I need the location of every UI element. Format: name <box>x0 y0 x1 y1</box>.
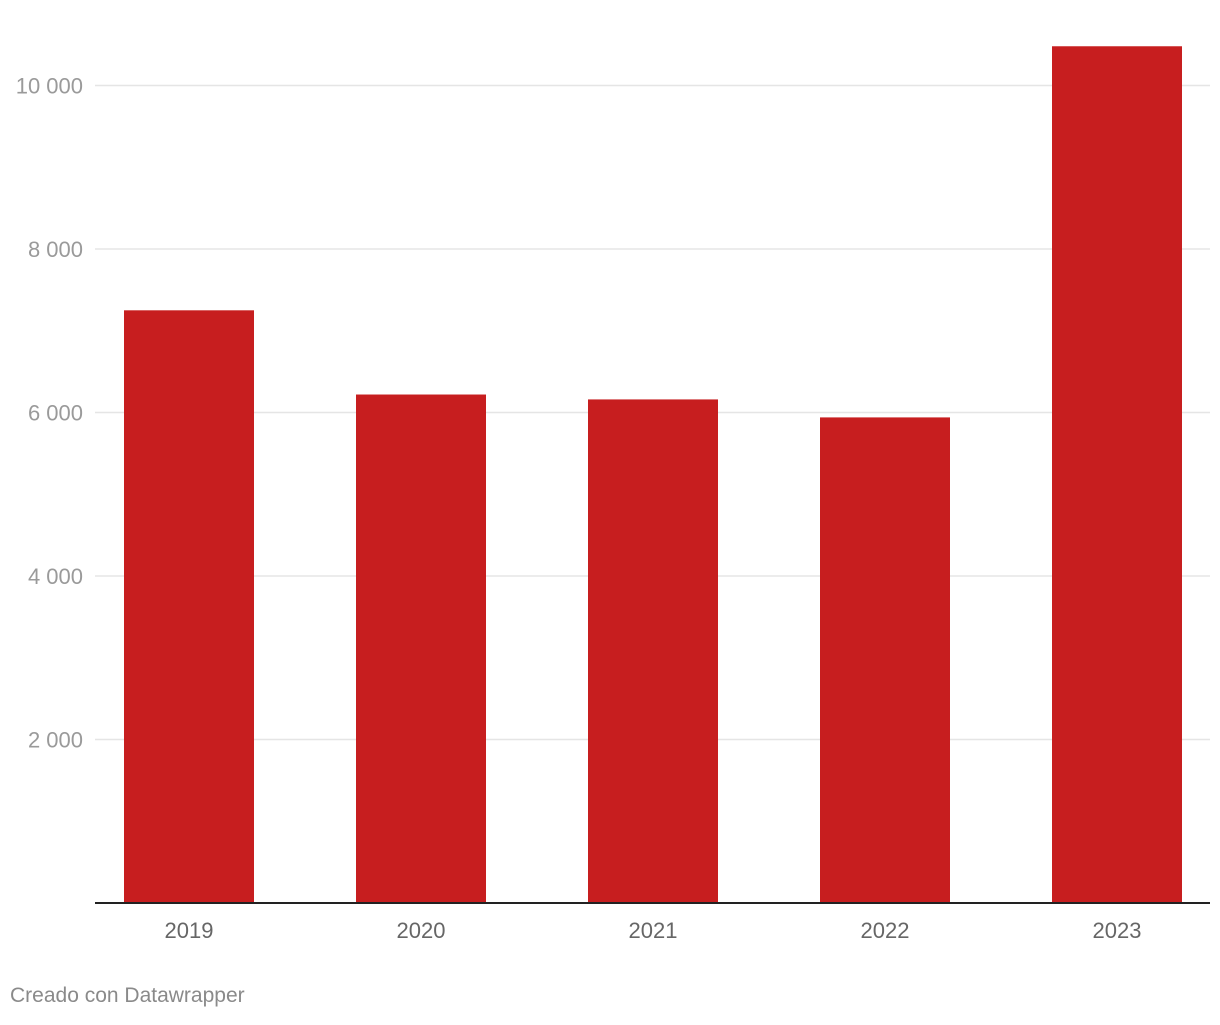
bar-2022 <box>820 417 950 903</box>
x-tick-label: 2021 <box>629 918 678 943</box>
x-tick-label: 2023 <box>1093 918 1142 943</box>
y-tick-label: 4 000 <box>28 564 83 589</box>
bars <box>124 46 1182 903</box>
x-tick-label: 2020 <box>397 918 446 943</box>
x-tick-label: 2022 <box>861 918 910 943</box>
bar-2021 <box>588 399 718 903</box>
y-tick-label: 8 000 <box>28 237 83 262</box>
y-tick-label: 2 000 <box>28 728 83 753</box>
credit-text: Creado con Datawrapper <box>10 984 245 1007</box>
x-tick-label: 2019 <box>165 918 214 943</box>
y-axis-ticks: 2 000 4 000 6 000 8 000 10 000 <box>16 74 83 753</box>
y-tick-label: 10 000 <box>16 74 83 99</box>
bar-2020 <box>356 394 486 903</box>
bar-2023 <box>1052 46 1182 903</box>
bar-2019 <box>124 310 254 903</box>
x-axis-labels: 2019 2020 2021 2022 2023 <box>165 918 1142 943</box>
y-tick-label: 6 000 <box>28 401 83 426</box>
